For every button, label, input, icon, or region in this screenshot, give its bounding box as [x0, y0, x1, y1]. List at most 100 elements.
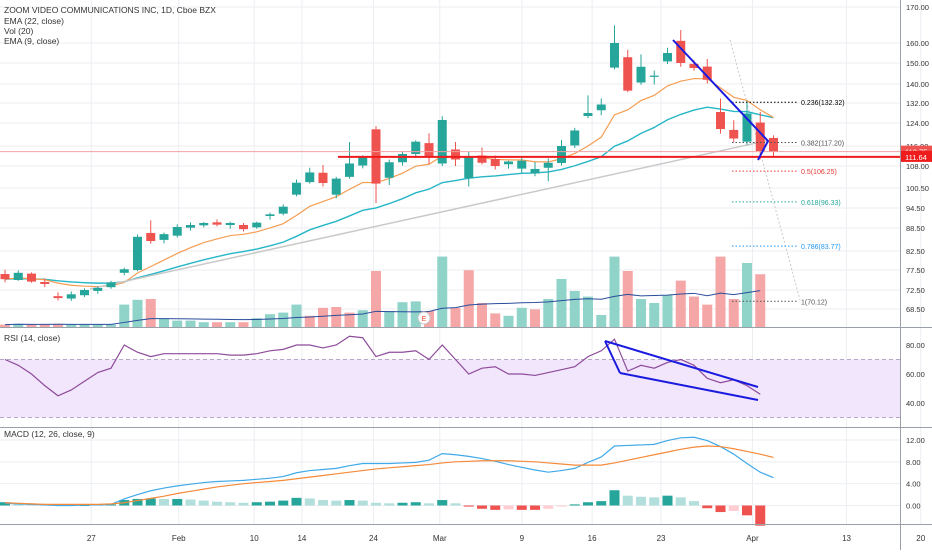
- macd-histogram-bar: [185, 499, 196, 506]
- rsi-line: [4, 335, 761, 397]
- volume-bar: [609, 256, 620, 327]
- macd-histogram-bar: [649, 497, 660, 506]
- candle-body: [106, 282, 116, 288]
- macd-title: MACD (12, 26, close, 9): [4, 429, 95, 439]
- symbol-title: ZOOM VIDEO COMMUNICATIONS INC, 1D, Cboe …: [4, 5, 216, 15]
- volume-bar: [715, 256, 726, 327]
- candle-body: [649, 75, 659, 77]
- candle-body: [13, 272, 23, 280]
- candle-body: [146, 232, 156, 242]
- volume-bar: [569, 291, 580, 327]
- price-tick-label: 68.50: [906, 305, 925, 314]
- x-tick-label: Apr: [746, 534, 759, 543]
- macd-histogram-bar: [543, 505, 554, 509]
- candle-body: [411, 141, 421, 154]
- macd-histogram-bar: [278, 500, 289, 506]
- macd-histogram-bar: [331, 500, 342, 506]
- macd-histogram-bar: [145, 498, 156, 506]
- candle-body: [345, 163, 354, 177]
- volume-bar: [463, 270, 474, 327]
- volume-bar: [596, 315, 607, 327]
- candle-body: [133, 236, 142, 270]
- candle-body: [530, 168, 540, 174]
- candle-body: [265, 214, 275, 216]
- macd-histogram-bar: [424, 503, 434, 506]
- price-tick-label: 150.00: [906, 59, 929, 68]
- volume-bar: [384, 311, 395, 327]
- candle-body: [702, 66, 712, 80]
- volume-bar: [159, 319, 169, 327]
- indicator-vol-label: Vol (20): [4, 26, 33, 36]
- candle-body: [225, 223, 235, 225]
- price-panel: 0.236(132.32) 0.382(117.20) 0.5(106.25) 0.6…: [0, 25, 900, 327]
- macd-histogram-bar: [371, 502, 381, 506]
- candle-body: [543, 162, 553, 168]
- macd-histogram-bar: [132, 498, 143, 506]
- macd-histogram-bar: [490, 505, 501, 510]
- candle-body: [623, 57, 633, 91]
- volume-bar: [318, 307, 328, 327]
- candle-body: [278, 206, 288, 214]
- x-tick-label: 23: [657, 534, 666, 543]
- candle-body: [636, 66, 646, 83]
- volume-bar: [437, 256, 448, 327]
- volume-bar: [145, 299, 156, 327]
- fib-level-label: 0.618(96.33): [801, 200, 841, 207]
- price-tick-label: 132.00: [906, 99, 929, 108]
- candle-body: [318, 172, 328, 184]
- candle-body: [464, 156, 474, 179]
- macd-histogram-bar: [569, 504, 580, 506]
- candle-body: [186, 225, 195, 228]
- candle-body: [159, 234, 169, 240]
- volume-bar: [119, 304, 130, 327]
- indicator-ema22-label: EMA (22, close): [4, 16, 64, 26]
- macd-histogram-bar: [450, 503, 461, 506]
- macd-histogram-bar: [159, 498, 169, 506]
- volume-bar: [490, 313, 501, 327]
- trend-line-support: [89, 139, 771, 290]
- x-tick-label: 10: [250, 534, 259, 543]
- price-tick-label: 82.50: [906, 247, 925, 256]
- volume-bar: [198, 322, 209, 327]
- candle-body: [0, 274, 10, 280]
- fib-level-label: 0.236(132.32): [801, 100, 845, 107]
- macd-histogram-bar: [251, 502, 262, 506]
- candle-body: [27, 273, 36, 282]
- volume-bar: [357, 310, 368, 327]
- candle-body: [557, 146, 566, 163]
- macd-histogram-bar: [463, 505, 474, 507]
- volume-bar: [106, 324, 116, 327]
- macd-panel: [0, 436, 774, 526]
- macd-histogram-bar: [384, 503, 395, 506]
- macd-histogram-bar: [212, 501, 222, 506]
- macd-histogram-bar: [636, 496, 646, 506]
- volume-bar: [636, 299, 646, 327]
- volume-bar: [225, 322, 236, 327]
- price-tick-label: 77.50: [906, 266, 925, 275]
- volume-bar: [291, 304, 302, 327]
- macd-histogram-bar: [477, 505, 487, 509]
- macd-histogram-bar: [702, 505, 713, 509]
- candle-body: [53, 296, 63, 299]
- volume-bar: [662, 295, 673, 327]
- level-badge: [901, 150, 932, 162]
- macd-histogram-bar: [291, 497, 302, 506]
- volume-bar: [53, 323, 63, 327]
- volume-bar: [649, 303, 660, 327]
- volume-bar: [583, 296, 593, 327]
- rsi-tick-label: 60.00: [906, 370, 925, 379]
- candle-body: [716, 112, 725, 130]
- rsi-wedge-upper: [604, 340, 759, 388]
- fib-level-label: 0.5(106.25): [801, 169, 837, 176]
- macd-histogram-bar: [304, 498, 315, 506]
- macd-histogram-bar: [265, 501, 275, 506]
- rsi-tick-label: 80.00: [906, 341, 925, 350]
- candle-body: [451, 149, 460, 160]
- macd-histogram-bar: [583, 502, 593, 506]
- macd-tick-label: 12.00: [906, 436, 925, 445]
- macd-histogram-bar: [410, 502, 421, 506]
- candle-body: [305, 172, 315, 183]
